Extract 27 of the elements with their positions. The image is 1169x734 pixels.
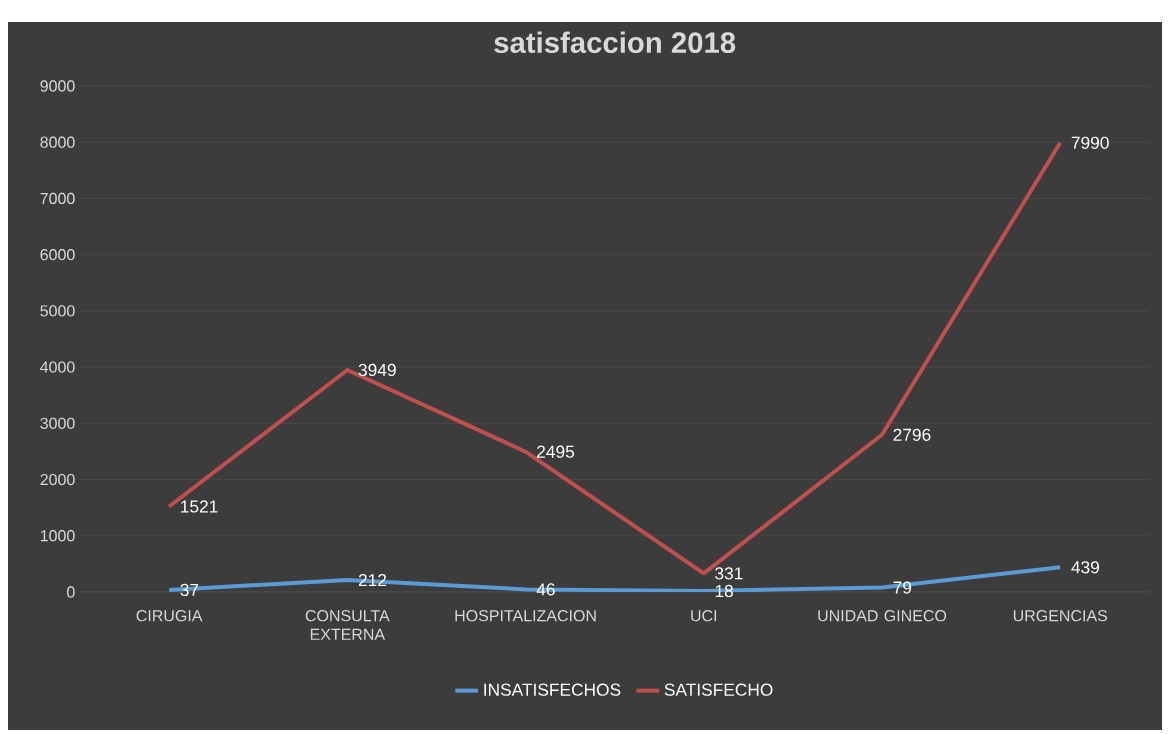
chart-title: satisfaccion 2018 — [494, 31, 736, 54]
x-tick-label: HOSPITALIZACION — [455, 610, 596, 622]
data-label: 2796 — [893, 428, 931, 441]
y-tick-label: 6000 — [40, 249, 75, 261]
data-label: 1521 — [181, 500, 218, 513]
data-label: 2495 — [537, 445, 575, 458]
y-tick-label: 0 — [67, 586, 75, 598]
x-tick-label: CONSULTA EXTERNA — [305, 610, 390, 640]
x-tick-label: UNIDAD GINECO — [818, 610, 947, 622]
y-tick-label: 1000 — [40, 530, 75, 542]
x-tick-label: UCI — [691, 610, 717, 622]
y-tick-label: 2000 — [40, 473, 75, 486]
legend-label: INSATISFECHOS — [484, 683, 621, 696]
data-label: 18 — [715, 584, 733, 598]
y-tick-label: 5000 — [40, 305, 75, 317]
y-tick-label: 3000 — [40, 417, 75, 429]
legend-label: SATISFECHO — [664, 683, 773, 696]
data-label: 331 — [715, 567, 743, 580]
data-label: 3949 — [358, 363, 396, 377]
x-tick-label: CIRUGIA — [136, 610, 203, 622]
x-tick-label: URGENCIAS — [1013, 610, 1108, 622]
y-tick-label: 4000 — [40, 361, 75, 373]
y-tick-label: 8000 — [40, 136, 75, 148]
data-label: 439 — [1071, 561, 1099, 574]
data-label: 7990 — [1071, 136, 1109, 149]
y-tick-label: 7000 — [40, 192, 75, 205]
y-tick-label: 9000 — [40, 80, 75, 92]
